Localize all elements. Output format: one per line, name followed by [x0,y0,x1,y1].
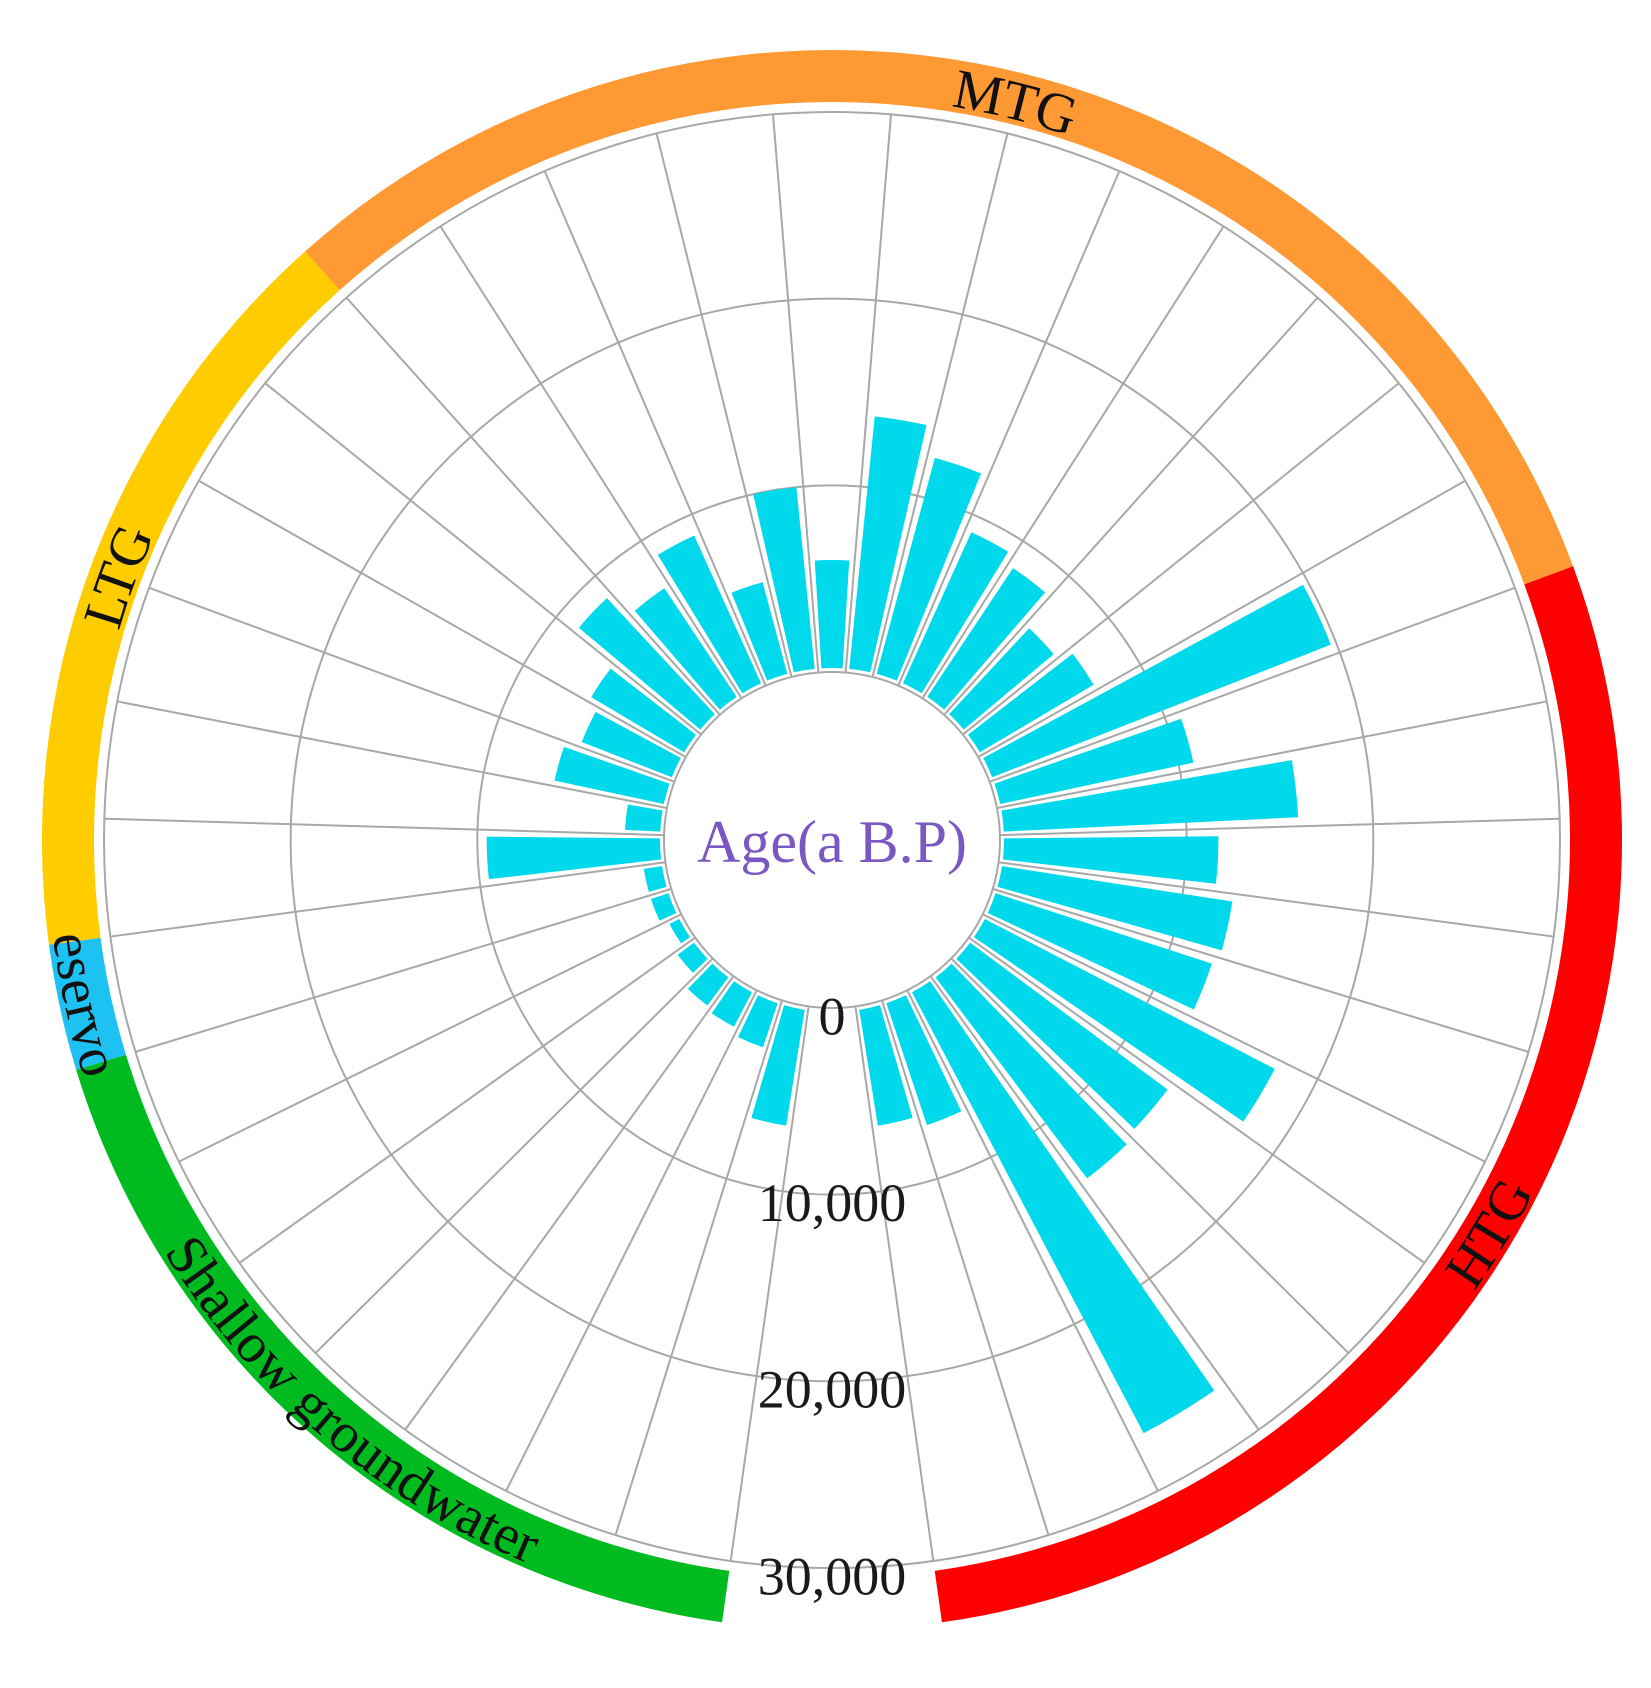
grid-spoke [110,861,666,938]
grid-spoke [404,975,735,1431]
grid-spoke [264,382,702,736]
bar-htg-5 [987,893,1212,1010]
bar-ltg-1 [486,836,662,880]
grid-spoke [854,1006,935,1562]
bar-mtg-9 [927,568,1046,710]
grid-spoke [982,913,1486,1163]
bar-ltg-2 [625,804,663,832]
ring-segment-ltg [41,251,340,945]
bar-mtg-11 [968,653,1094,753]
bar-htg-11 [859,1005,913,1126]
grid-spoke [998,861,1554,938]
bar-htg-3 [1002,836,1219,884]
bar-mtg-10 [949,628,1054,730]
grid-spoke [198,479,687,758]
bar-shallow-groundwater-2 [738,995,778,1048]
tick-label: 30,000 [758,1546,907,1606]
bar-mtg-2 [657,535,762,694]
bar-shallow-groundwater-6 [669,918,691,944]
bar-ltg-3 [554,746,670,804]
bar-mtg-4 [753,487,815,673]
group-label-mtg: MTG [948,58,1084,148]
grid-circle [103,111,1561,1569]
grid-spoke [921,225,1225,699]
radial-grid [103,111,1561,1569]
grid-spoke [135,887,672,1053]
grid-spoke [729,1006,810,1562]
bar-shallow-groundwater-1 [751,1005,805,1126]
bar-ltg-4 [581,711,681,778]
grid-spoke [950,957,1350,1354]
bar-ltg-5 [591,668,696,753]
bar-mtg-1 [634,588,737,710]
bar-mtg-5 [814,560,850,669]
bar-shallow-groundwater-5 [677,942,708,973]
grid-spoke [996,700,1547,810]
group-label-shallow-groundwater: Shallow groundwater [153,1225,549,1576]
grid-spoke [345,296,721,716]
grid-circle [663,671,1001,1009]
bar-shallow-groundwater-7 [650,893,677,921]
grid-spoke [999,817,1560,837]
grid-spoke [989,586,1516,783]
grid-spoke [505,989,758,1492]
group-ring [41,49,1622,1623]
tick-label: 20,000 [758,1360,907,1420]
grid-spoke [929,975,1260,1431]
grid-spoke [439,225,743,699]
bar-htg-1 [994,718,1194,804]
bar-mtg-7 [876,457,982,681]
grid-spoke [943,296,1319,716]
tick-label: 10,000 [758,1173,907,1233]
grid-spoke [772,114,820,673]
grid-spoke [844,114,892,673]
bar-shallow-groundwater-4 [687,963,729,1006]
grid-spoke [148,586,675,783]
grid-spoke [897,170,1121,687]
grid-spoke [992,887,1529,1053]
radial-axis-ticks: 0 10,000 20,000 30,000 [758,986,907,1606]
grid-spoke [906,989,1159,1492]
ring-segment-shallow-groundwater [76,1054,730,1623]
label-path [93,1065,724,1605]
grid-spoke [117,700,668,810]
grid-spoke [655,133,793,678]
bar-series [486,416,1331,1434]
bar-htg-6 [973,918,1275,1122]
grid-spoke [238,936,696,1264]
bar-htg-10 [886,995,962,1126]
grid-spoke [962,382,1400,736]
grid-spoke [871,133,1009,678]
grid-spoke [968,936,1426,1264]
grid-spoke [314,957,714,1354]
center-label: Age(a B.P) [697,809,967,875]
bar-mtg-12 [983,584,1331,778]
bar-reservoir-1 [643,866,667,892]
bar-htg-7 [956,942,1168,1129]
grid-circle [289,297,1375,1383]
bar-htg-2 [1001,760,1299,832]
grid-spoke [104,817,665,837]
grid-spoke [543,170,767,687]
bar-ltg-6 [578,598,715,730]
grid-spoke [880,1000,1050,1536]
bar-mtg-3 [731,582,788,681]
ring-segment-reservoir [48,937,126,1070]
grid-spoke [977,479,1466,758]
tick-label: 0 [819,986,846,1046]
bar-shallow-groundwater-3 [711,981,753,1027]
bar-htg-4 [997,866,1233,951]
ring-segment-htg [934,566,1622,1623]
grid-spoke [614,1000,784,1536]
bar-htg-9 [911,981,1215,1434]
grid-spoke [178,913,682,1163]
bar-mtg-6 [849,416,927,673]
ring-segment-mtg [305,49,1574,585]
bar-mtg-8 [902,532,1009,694]
bar-htg-8 [935,963,1127,1179]
